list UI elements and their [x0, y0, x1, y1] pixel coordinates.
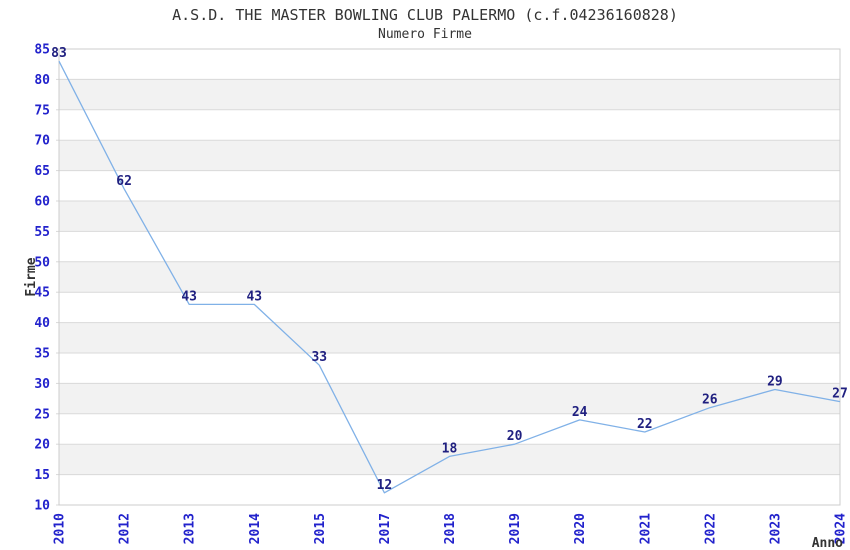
chart-subtitle: Numero Firme	[378, 27, 472, 42]
data-label: 43	[181, 289, 197, 304]
series-line	[58, 60, 841, 494]
plot-border	[58, 48, 841, 506]
band-stripe	[59, 261, 840, 293]
chart-title: A.S.D. THE MASTER BOWLING CLUB PALERMO (…	[172, 6, 678, 24]
y-tick-label: 55	[34, 225, 50, 240]
y-tick-label: 60	[34, 195, 50, 210]
x-axis-tick-labels: 2010 2012 2013 2014 2015 2017 2018 2019 2020 2021…	[53, 513, 849, 544]
y-tick-label: 30	[34, 377, 50, 392]
data-label: 20	[507, 429, 523, 444]
x-tick-label: 2018	[443, 513, 458, 544]
band-stripe	[59, 79, 840, 110]
band-stripe	[59, 322, 840, 353]
x-axis-title: Anno	[812, 536, 843, 550]
x-tick-label: 2020	[573, 513, 588, 544]
x-tick-label: 2014	[248, 513, 263, 544]
band-stripe	[59, 383, 840, 414]
y-tick-label: 15	[34, 468, 50, 483]
y-tick-label: 75	[34, 103, 50, 118]
data-label: 22	[637, 417, 653, 432]
y-tick-label: 65	[34, 164, 50, 179]
band-stripe	[59, 140, 840, 171]
band-stripes	[59, 79, 840, 475]
x-tick-label: 2021	[638, 513, 653, 544]
y-tick-label: 40	[34, 316, 50, 331]
x-tick-label: 2013	[183, 513, 198, 544]
x-tick-label: 2022	[703, 513, 718, 544]
y-tick-label: 70	[34, 134, 50, 149]
x-tick-label: 2024	[834, 513, 849, 544]
y-tick-label: 35	[34, 347, 50, 362]
y-tick-label: 80	[34, 73, 50, 88]
data-label: 43	[246, 289, 262, 304]
data-label: 12	[377, 478, 393, 493]
data-label: 18	[442, 441, 458, 456]
data-label: 24	[572, 405, 588, 420]
x-tick-label: 2015	[313, 513, 328, 544]
y-tick-label: 25	[34, 407, 50, 422]
gridlines	[56, 48, 840, 506]
y-tick-label: 45	[34, 286, 50, 301]
y-tick-label: 20	[34, 438, 50, 453]
data-label: 26	[702, 393, 718, 408]
band-stripe	[59, 444, 840, 475]
y-tick-label: 10	[34, 499, 50, 514]
x-tick-label: 2023	[768, 513, 783, 544]
x-tick-label: 2017	[378, 513, 393, 544]
plot-border-rect	[58, 48, 841, 506]
y-axis-tick-labels: 10 15 20 25 30 35 40 45 50 55 60 65 70 75 80 85	[34, 43, 50, 514]
y-tick-label: 50	[34, 255, 50, 270]
x-tick-label: 2010	[53, 513, 68, 544]
data-label: 83	[51, 46, 67, 61]
data-label: 62	[116, 174, 132, 189]
series-polyline	[58, 60, 841, 494]
x-tick-label: 2012	[118, 513, 133, 544]
data-labels: 83 62 43 43 33 12 18 20 24 22 26 29 27	[51, 46, 848, 493]
y-axis-title: Firme	[24, 257, 39, 296]
band-stripe	[59, 201, 840, 232]
data-label: 29	[767, 375, 783, 390]
x-tick-label: 2019	[508, 513, 523, 544]
data-label: 33	[311, 350, 327, 365]
y-tick-label: 85	[34, 43, 50, 58]
data-label: 27	[832, 387, 848, 402]
